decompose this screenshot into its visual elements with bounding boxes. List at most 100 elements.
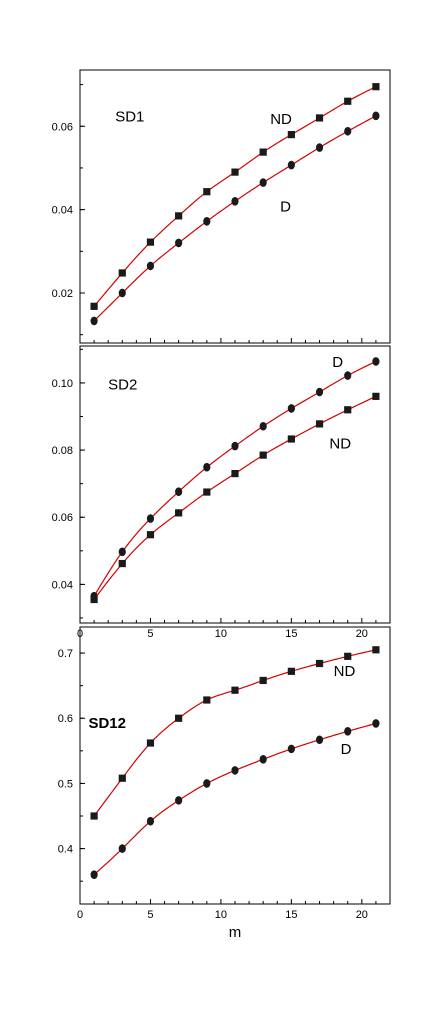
- data-point-d: [259, 755, 267, 764]
- data-point-d: [175, 487, 183, 497]
- series-label: ND: [329, 435, 351, 452]
- data-point-d: [118, 844, 126, 853]
- data-point-nd: [146, 739, 155, 747]
- y-tick-label: 0.10: [52, 378, 73, 390]
- data-point-nd: [315, 659, 324, 668]
- series-label: D: [341, 741, 352, 758]
- series-line-d: [93, 115, 377, 322]
- series-label: ND: [270, 111, 292, 128]
- data-point-nd: [344, 406, 352, 414]
- series-label: D: [280, 199, 291, 216]
- data-point-nd: [146, 531, 155, 539]
- y-tick-label: 0.5: [58, 778, 73, 790]
- data-point-nd: [175, 714, 183, 722]
- data-point-d: [118, 288, 126, 298]
- y-tick-label: 0.06: [52, 512, 73, 524]
- x-tick-label: 0: [77, 909, 83, 921]
- x-tick-label: 10: [215, 628, 227, 640]
- data-point-d: [259, 421, 267, 431]
- data-point-nd: [90, 812, 98, 820]
- x-tick-label: 20: [356, 909, 368, 921]
- data-point-d: [315, 387, 324, 397]
- data-point-nd: [344, 652, 352, 660]
- panel-title: SD12: [88, 715, 126, 732]
- y-tick-label: 0.04: [52, 579, 73, 591]
- data-point-d: [287, 744, 295, 754]
- series-line-nd: [93, 395, 377, 600]
- data-point-nd: [231, 168, 239, 176]
- data-point-nd: [175, 509, 183, 517]
- data-point-nd: [287, 435, 295, 443]
- data-point-d: [146, 816, 155, 826]
- x-tick-label: 20: [356, 628, 368, 640]
- data-point-nd: [231, 469, 239, 478]
- data-point-nd: [372, 646, 380, 654]
- x-tick-label: 15: [285, 909, 297, 921]
- data-point-nd: [118, 559, 126, 568]
- data-point-d: [203, 216, 211, 226]
- data-point-nd: [90, 302, 98, 310]
- data-point-d: [344, 126, 352, 136]
- x-tick-label: 15: [285, 628, 297, 640]
- y-tick-label: 0.6: [58, 713, 73, 725]
- data-point-nd: [287, 667, 295, 675]
- panel-title: SD2: [108, 377, 137, 394]
- data-point-nd: [118, 269, 126, 277]
- series-label: D: [332, 354, 343, 371]
- data-point-d: [175, 796, 183, 805]
- data-point-nd: [259, 676, 267, 685]
- panel-sd12: 0.4 0.5 0.6 0.7 0 5 10 15 20 ND D SD12 m: [58, 626, 391, 941]
- x-axis-label: m: [229, 924, 242, 941]
- data-point-d: [315, 735, 324, 745]
- data-point-d: [287, 160, 295, 170]
- data-point-nd: [315, 114, 324, 122]
- data-point-d: [203, 462, 211, 472]
- data-point-d: [372, 357, 380, 366]
- data-point-nd: [372, 392, 380, 400]
- data-point-nd: [372, 83, 380, 91]
- data-point-nd: [203, 188, 211, 196]
- y-tick-label: 0.02: [52, 288, 73, 300]
- panel-sd1: 0.02 0.04 0.06 ND D SD1: [52, 69, 391, 344]
- data-point-d: [118, 547, 126, 557]
- y-tick-label: 0.04: [52, 205, 73, 217]
- data-point-d: [146, 514, 155, 523]
- data-point-nd: [287, 131, 295, 139]
- data-point-d: [344, 726, 352, 736]
- data-point-nd: [231, 686, 239, 694]
- y-tick-label: 0.06: [52, 121, 73, 133]
- data-point-d: [231, 766, 239, 775]
- data-point-nd: [203, 696, 211, 704]
- y-tick-label: 0.08: [52, 445, 73, 457]
- panel-title: SD1: [115, 108, 144, 125]
- data-point-nd: [259, 451, 267, 459]
- data-point-d: [372, 111, 380, 121]
- data-point-d: [175, 238, 183, 248]
- data-point-d: [259, 178, 267, 187]
- data-point-nd: [315, 420, 324, 428]
- data-point-d: [315, 143, 324, 152]
- data-point-nd: [344, 97, 352, 105]
- data-point-nd: [203, 488, 211, 496]
- data-point-d: [203, 779, 211, 788]
- data-point-d: [287, 404, 295, 413]
- data-point-nd: [90, 595, 98, 604]
- series-label: ND: [334, 663, 356, 680]
- data-point-nd: [146, 238, 155, 246]
- x-tick-label: 5: [147, 628, 153, 640]
- data-point-d: [372, 719, 380, 728]
- x-tick-label: 10: [215, 909, 227, 921]
- data-point-d: [90, 316, 98, 326]
- y-tick-label: 0.4: [58, 844, 73, 856]
- data-point-d: [344, 371, 352, 380]
- data-point-d: [146, 261, 155, 271]
- x-tick-label: 5: [147, 909, 153, 921]
- data-point-nd: [175, 212, 183, 220]
- data-point-nd: [118, 774, 126, 782]
- data-point-d: [90, 870, 98, 879]
- data-point-d: [231, 196, 239, 206]
- series-line-d: [93, 722, 377, 876]
- data-point-d: [231, 441, 239, 451]
- series-line-d: [93, 360, 377, 597]
